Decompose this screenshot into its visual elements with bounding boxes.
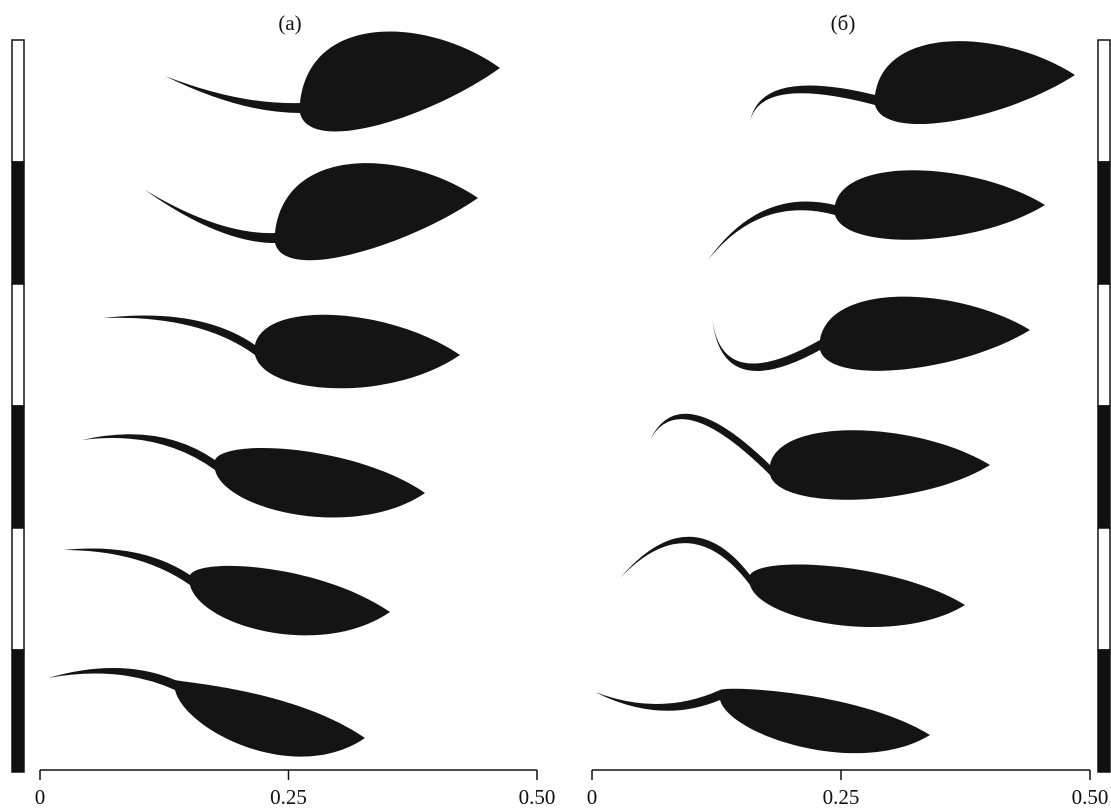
silhouette	[620, 537, 965, 627]
tick-label: 0.25	[823, 785, 860, 809]
figure: (a) (б) 0 0.25 0.50 0 0.25 0.50	[0, 0, 1111, 809]
silhouette	[165, 32, 500, 132]
scale-segment	[1098, 528, 1110, 650]
tick-label: 0.50	[519, 785, 556, 809]
tick-label: 0.50	[1072, 785, 1109, 809]
scale-segment	[12, 406, 24, 528]
scale-segment	[1098, 162, 1110, 284]
tick-label: 0.25	[270, 785, 307, 809]
silhouette	[82, 434, 425, 517]
silhouette	[708, 170, 1045, 260]
tick-label: 0	[587, 785, 598, 809]
silhouette	[48, 668, 365, 757]
scale-segment	[12, 40, 24, 162]
scale-bars	[12, 40, 1110, 772]
silhouettes	[48, 32, 1075, 757]
silhouette	[712, 297, 1030, 371]
scale-segment	[12, 162, 24, 284]
panel-label: (a)	[278, 11, 301, 35]
silhouette	[750, 41, 1075, 124]
silhouette	[103, 315, 460, 389]
scale-segment	[1098, 40, 1110, 162]
tick-label: 0	[35, 785, 46, 809]
silhouette	[595, 689, 930, 753]
scale-segment	[1098, 406, 1110, 528]
scale-segment	[1098, 284, 1110, 406]
page: (a) (б) 00.250.5000.250.50 (() => { cons…	[0, 0, 1111, 809]
silhouette	[650, 414, 990, 500]
scale-segment	[12, 528, 24, 650]
silhouette	[63, 548, 390, 635]
scale-segment	[12, 284, 24, 406]
panel-label: (б)	[831, 11, 856, 35]
silhouette	[145, 163, 478, 260]
scale-segment	[1098, 650, 1110, 772]
scale-segment	[12, 650, 24, 772]
